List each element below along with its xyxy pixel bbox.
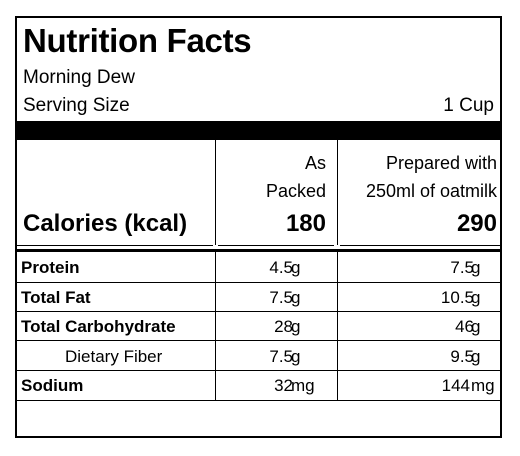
column-header-line: Packed bbox=[265, 181, 326, 201]
calories-underline bbox=[17, 245, 213, 246]
column-header-as-packed: As Packed bbox=[266, 149, 326, 205]
nutrient-unit: g bbox=[471, 347, 481, 366]
calories-value-prepared: 290 bbox=[456, 210, 497, 237]
serving-size-label: Serving Size bbox=[23, 95, 130, 116]
nutrient-unit: g bbox=[291, 288, 301, 307]
calories-label: Calories (kcal) bbox=[23, 210, 188, 237]
nutrient-name: Protein bbox=[21, 258, 80, 277]
column-divider bbox=[215, 252, 216, 400]
product-name: Morning Dew bbox=[23, 67, 135, 88]
nutrient-unit: mg bbox=[471, 376, 495, 395]
nutrient-amount-prepared: 7.5 bbox=[450, 258, 474, 277]
nutrient-unit: g bbox=[471, 317, 481, 336]
calories-underline bbox=[218, 245, 334, 246]
nutrient-amount-as-packed: 4.5 bbox=[269, 258, 293, 277]
row-divider bbox=[17, 282, 500, 283]
nutrient-amount-as-packed: 28 bbox=[274, 317, 293, 336]
nutrient-unit: mg bbox=[291, 376, 315, 395]
nutrient-unit: g bbox=[471, 288, 481, 307]
nutrient-amount-as-packed: 7.5 bbox=[269, 288, 293, 307]
nutrient-unit: g bbox=[291, 258, 301, 277]
thick-divider bbox=[17, 121, 500, 140]
calories-value-as-packed: 180 bbox=[285, 210, 326, 237]
nutrient-name: Dietary Fiber bbox=[65, 347, 163, 366]
nutrient-unit: g bbox=[291, 347, 301, 366]
column-divider bbox=[215, 140, 216, 245]
row-divider bbox=[17, 370, 500, 371]
column-divider bbox=[337, 140, 338, 245]
thick-divider bbox=[17, 249, 500, 252]
row-divider bbox=[17, 311, 500, 312]
serving-size-value: 1 Cup bbox=[443, 95, 494, 116]
nutrient-amount-as-packed: 7.5 bbox=[269, 347, 293, 366]
nutrient-amount-prepared: 10.5 bbox=[440, 288, 474, 307]
column-divider bbox=[337, 252, 338, 400]
nutrient-amount-as-packed: 32 bbox=[274, 376, 293, 395]
column-header-prepared: Prepared with 250ml of oatmilk bbox=[366, 149, 497, 205]
nutrient-name: Total Fat bbox=[21, 288, 91, 307]
nutrition-label: Nutrition Facts Morning Dew Serving Size… bbox=[15, 16, 502, 438]
nutrient-name: Sodium bbox=[21, 376, 84, 395]
column-header-line: As bbox=[304, 153, 326, 173]
row-divider bbox=[17, 340, 500, 341]
column-header-line: 250ml of oatmilk bbox=[365, 181, 497, 201]
nutrient-unit: g bbox=[471, 258, 481, 277]
nutrient-amount-prepared: 144 bbox=[441, 376, 470, 395]
nutrient-name: Total Carbohydrate bbox=[21, 317, 176, 336]
calories-underline bbox=[340, 245, 500, 246]
column-header-line: Prepared with bbox=[385, 153, 497, 173]
nutrient-amount-prepared: 9.5 bbox=[450, 347, 474, 366]
nutrient-amount-prepared: 46 bbox=[455, 317, 474, 336]
row-divider bbox=[17, 400, 500, 401]
label-title: Nutrition Facts bbox=[23, 22, 252, 59]
nutrient-unit: g bbox=[291, 317, 301, 336]
